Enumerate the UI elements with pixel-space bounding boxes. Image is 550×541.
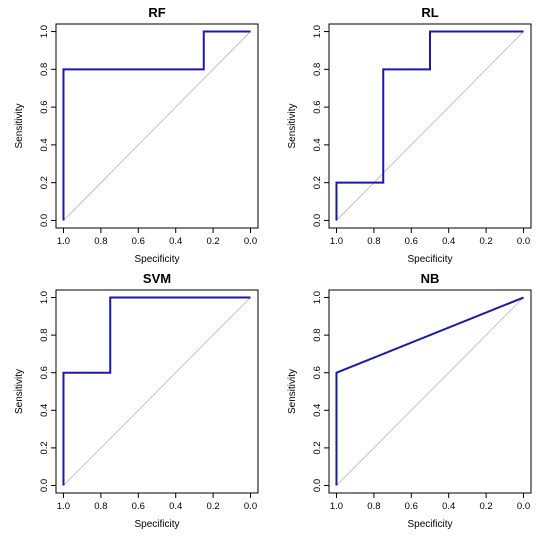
x-tick-label: 0.0 [244, 236, 257, 247]
y-tick-label: 0.8 [39, 329, 50, 342]
chart-title: NB [421, 271, 440, 286]
roc-curve-nb [335, 296, 524, 486]
y-axis-label: Sensitivity [14, 369, 25, 414]
y-axis-label: Sensitivity [14, 103, 25, 148]
x-tick-label: 0.2 [480, 501, 493, 512]
x-axis-label: Specificity [134, 254, 179, 265]
reference-diagonal [336, 297, 524, 486]
x-tick-label: 0.6 [405, 501, 418, 512]
x-tick-label: 0.2 [207, 236, 220, 247]
roc-curve-svm [62, 296, 251, 486]
roc-curve-rf [62, 30, 251, 221]
reference-diagonal [63, 297, 251, 486]
x-tick-label: 1.0 [57, 236, 70, 247]
y-tick-label: 0.2 [312, 176, 323, 189]
y-tick-label: 0.8 [312, 329, 323, 342]
x-tick-label: 1.0 [330, 236, 343, 247]
y-tick-label: 0.4 [39, 404, 50, 417]
x-tick-label: 0.0 [517, 236, 530, 247]
y-tick-label: 0.6 [39, 101, 50, 114]
y-tick-label: 0.6 [312, 366, 323, 379]
y-tick-label: 0.8 [312, 63, 323, 76]
x-axis-label: Specificity [134, 519, 179, 530]
x-tick-label: 0.8 [367, 236, 380, 247]
x-tick-label: 0.8 [94, 501, 107, 512]
y-tick-label: 0.4 [39, 138, 50, 151]
x-tick-label: 0.6 [132, 236, 145, 247]
x-axis-label: Specificity [407, 254, 452, 265]
y-tick-label: 0.2 [312, 441, 323, 454]
reference-diagonal [336, 31, 524, 221]
y-tick-label: 0.0 [312, 214, 323, 227]
y-axis-label: Sensitivity [287, 369, 298, 414]
x-tick-label: 0.6 [405, 236, 418, 247]
y-tick-label: 1.0 [39, 291, 50, 304]
y-tick-label: 0.0 [39, 479, 50, 492]
reference-diagonal [63, 31, 251, 221]
chart-title: SVM [143, 271, 171, 286]
x-axis-label: Specificity [407, 519, 452, 530]
y-tick-label: 1.0 [312, 25, 323, 38]
x-tick-label: 1.0 [330, 501, 343, 512]
y-tick-label: 0.4 [312, 404, 323, 417]
y-tick-label: 0.8 [39, 63, 50, 76]
y-tick-label: 0.0 [39, 214, 50, 227]
y-tick-label: 1.0 [39, 25, 50, 38]
y-tick-label: 0.6 [312, 101, 323, 114]
panel-rl: RL 1.0 0.8 0.6 0.4 0.2 0.0 0.0 0.2 0.4 0.6 0.8 1.0 Sp… [287, 5, 532, 265]
chart-title: RL [421, 5, 438, 20]
panel-svm: SVM 1.0 0.8 0.6 0.4 0.2 0.0 0.0 0.2 0.4 0.6 0.8 1.0 S… [14, 271, 259, 530]
y-axis-label: Sensitivity [287, 103, 298, 148]
chart-title: RF [148, 5, 165, 20]
x-tick-label: 0.8 [94, 236, 107, 247]
x-tick-label: 0.4 [169, 501, 182, 512]
x-tick-label: 0.2 [207, 501, 220, 512]
x-tick-label: 0.0 [517, 501, 530, 512]
roc-curve-rl [335, 30, 524, 221]
panel-nb: NB 1.0 0.8 0.6 0.4 0.2 0.0 0.0 0.2 0.4 0.6 0.8 1.0 Sp… [287, 271, 532, 530]
y-tick-label: 0.2 [39, 441, 50, 454]
y-tick-label: 0.0 [312, 479, 323, 492]
x-tick-label: 0.6 [132, 501, 145, 512]
x-tick-label: 1.0 [57, 501, 70, 512]
x-tick-label: 0.4 [169, 236, 182, 247]
y-tick-label: 0.2 [39, 176, 50, 189]
y-tick-label: 1.0 [312, 291, 323, 304]
y-tick-label: 0.4 [312, 138, 323, 151]
panel-rf: RF 1.0 0.8 0.6 0.4 0.2 0.0 0.0 0.2 0.4 0.6 0.8 1.0 Sp… [14, 5, 259, 265]
x-tick-label: 0.4 [442, 236, 455, 247]
x-tick-label: 0.4 [442, 501, 455, 512]
x-tick-label: 0.0 [244, 501, 257, 512]
y-tick-label: 0.6 [39, 366, 50, 379]
x-tick-label: 0.2 [480, 236, 493, 247]
x-tick-label: 0.8 [367, 501, 380, 512]
